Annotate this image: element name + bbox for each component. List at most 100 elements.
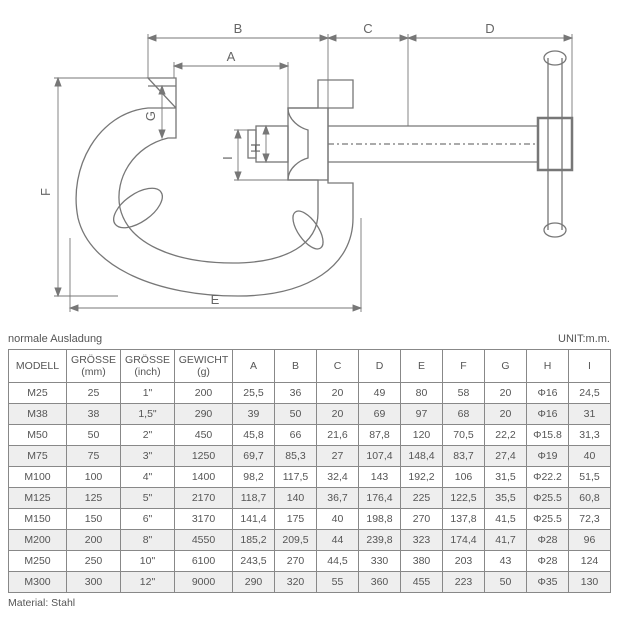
cell: 141,4 [233, 509, 275, 530]
cell: 1400 [175, 467, 233, 488]
cell: 27,4 [485, 446, 527, 467]
table-row: M25025010"6100243,527044,533038020343Φ28… [9, 551, 611, 572]
cell: 198,8 [359, 509, 401, 530]
cell: 290 [233, 572, 275, 593]
cell: 1,5" [121, 404, 175, 425]
cell: 50 [485, 572, 527, 593]
dim-H: H [248, 143, 263, 152]
cell: 150 [67, 509, 121, 530]
cell: 20 [485, 383, 527, 404]
cell: 243,5 [233, 551, 275, 572]
spec-table: MODELLGRÖSSE(mm)GRÖSSE(inch)GEWICHT(g)AB… [8, 349, 611, 593]
cell: 44 [317, 530, 359, 551]
table-body: M25251"20025,5362049805820Φ1624,5M38381,… [9, 383, 611, 593]
table-row: M25251"20025,5362049805820Φ1624,5 [9, 383, 611, 404]
col-weight: GEWICHT(g) [175, 350, 233, 383]
cell: Φ16 [527, 404, 569, 425]
caption-right: UNIT:m.m. [558, 333, 610, 345]
cell: 176,4 [359, 488, 401, 509]
cell: Φ22.2 [527, 467, 569, 488]
cell: 117,5 [275, 467, 317, 488]
cell: Φ15.8 [527, 425, 569, 446]
cell: 137,8 [443, 509, 485, 530]
cell: 80 [401, 383, 443, 404]
table-caption-row: normale Ausladung UNIT:m.m. [8, 333, 610, 345]
cell: 174,4 [443, 530, 485, 551]
cell: 10" [121, 551, 175, 572]
cell: 83,7 [443, 446, 485, 467]
cell: 223 [443, 572, 485, 593]
cell: 21,6 [317, 425, 359, 446]
cell: 8" [121, 530, 175, 551]
cell: 1250 [175, 446, 233, 467]
cell: 98,2 [233, 467, 275, 488]
col-size_in: GRÖSSE(inch) [121, 350, 175, 383]
cell: 6" [121, 509, 175, 530]
clamp-diagram: F A B C D E G H I [8, 8, 610, 313]
cell: 9000 [175, 572, 233, 593]
col-D: D [359, 350, 401, 383]
cell: 40 [317, 509, 359, 530]
cell: Φ25.5 [527, 488, 569, 509]
cell: 50 [275, 404, 317, 425]
cell: 31,5 [485, 467, 527, 488]
cell: 148,4 [401, 446, 443, 467]
dim-B: B [234, 21, 243, 36]
cell: 5" [121, 488, 175, 509]
cell: 270 [401, 509, 443, 530]
dim-C: C [363, 21, 372, 36]
cell: M75 [9, 446, 67, 467]
cell: 175 [275, 509, 317, 530]
col-I: I [569, 350, 611, 383]
cell: Φ16 [527, 383, 569, 404]
table-row: M1501506"3170141,417540198,8270137,841,5… [9, 509, 611, 530]
cell: 2" [121, 425, 175, 446]
table-row: M38381,5"29039502069976820Φ1631 [9, 404, 611, 425]
cell: 39 [233, 404, 275, 425]
cell: 50 [67, 425, 121, 446]
cell: Φ28 [527, 551, 569, 572]
table-row: M2002008"4550185,2209,544239,8323174,441… [9, 530, 611, 551]
cell: 192,2 [401, 467, 443, 488]
cell: 118,7 [233, 488, 275, 509]
cell: 100 [67, 467, 121, 488]
cell: 300 [67, 572, 121, 593]
col-G: G [485, 350, 527, 383]
cell: Φ35 [527, 572, 569, 593]
cell: Φ25.5 [527, 509, 569, 530]
cell: 3170 [175, 509, 233, 530]
cell: 122,5 [443, 488, 485, 509]
cell: 40 [569, 446, 611, 467]
cell: M25 [9, 383, 67, 404]
cell: 125 [67, 488, 121, 509]
cell: 20 [317, 404, 359, 425]
col-C: C [317, 350, 359, 383]
dim-I: I [220, 156, 235, 160]
cell: 200 [175, 383, 233, 404]
cell: 41,7 [485, 530, 527, 551]
cell: 69 [359, 404, 401, 425]
cell: 44,5 [317, 551, 359, 572]
cell: 24,5 [569, 383, 611, 404]
cell: 124 [569, 551, 611, 572]
col-B: B [275, 350, 317, 383]
cell: 107,4 [359, 446, 401, 467]
cell: 36,7 [317, 488, 359, 509]
cell: 330 [359, 551, 401, 572]
cell: 270 [275, 551, 317, 572]
cell: 4550 [175, 530, 233, 551]
cell: 43 [485, 551, 527, 572]
cell: 68 [443, 404, 485, 425]
cell: Φ19 [527, 446, 569, 467]
cell: 290 [175, 404, 233, 425]
cell: 97 [401, 404, 443, 425]
cell: 250 [67, 551, 121, 572]
cell: 120 [401, 425, 443, 446]
cell: 2170 [175, 488, 233, 509]
cell: 66 [275, 425, 317, 446]
cell: 70,5 [443, 425, 485, 446]
cell: 38 [67, 404, 121, 425]
cell: 41,5 [485, 509, 527, 530]
table-row: M50502"45045,86621,687,812070,522,2Φ15.8… [9, 425, 611, 446]
cell: 20 [317, 383, 359, 404]
